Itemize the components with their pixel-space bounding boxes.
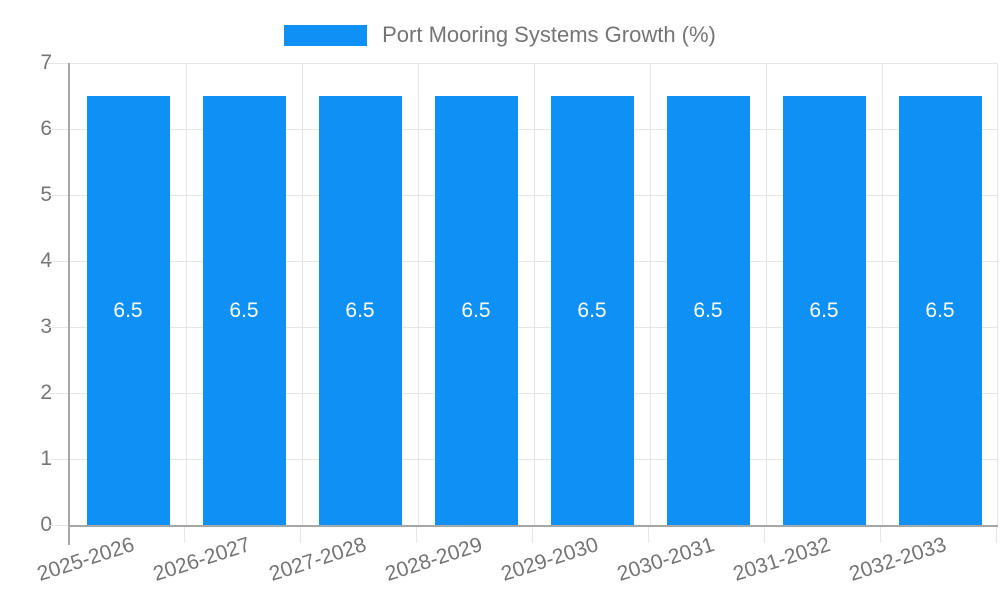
gridline-vertical <box>185 63 187 525</box>
bar-value-label: 6.5 <box>577 298 607 322</box>
gridline-vertical <box>301 63 303 525</box>
y-axis-tick <box>48 524 68 526</box>
gridline-vertical <box>881 63 883 525</box>
x-axis-category-label: 2027-2028 <box>266 533 370 586</box>
bar <box>898 96 982 525</box>
bar-value-label: 6.5 <box>229 298 259 322</box>
y-axis-tick <box>48 62 68 64</box>
x-axis-tick <box>647 527 649 543</box>
plot-area: 6.5 6.5 6.5 6.5 6.5 6.5 6.5 6.5 <box>68 62 998 527</box>
bar-value-label: 6.5 <box>113 298 143 322</box>
y-axis-tick-label: 2 <box>40 381 52 404</box>
bar <box>202 96 286 525</box>
bar-value-label: 6.5 <box>925 298 955 322</box>
y-axis-tick-label: 3 <box>40 315 52 338</box>
chart-legend: Port Mooring Systems Growth (%) <box>0 20 1000 50</box>
y-axis-tick <box>48 326 68 328</box>
x-axis-tick <box>183 527 185 543</box>
x-axis-tick <box>995 527 997 543</box>
bar <box>550 96 634 525</box>
x-axis-category-label: 2032-2033 <box>846 533 950 586</box>
y-axis-tick-label: 1 <box>40 447 52 470</box>
bar-value-label: 6.5 <box>809 298 839 322</box>
x-axis-category-label: 2029-2030 <box>498 533 602 586</box>
legend-label: Port Mooring Systems Growth (%) <box>382 22 716 47</box>
gridline-vertical <box>649 63 651 525</box>
gridline-vertical <box>996 63 998 525</box>
x-axis-category-label: 2028-2029 <box>382 533 486 586</box>
x-axis-tick <box>415 527 417 543</box>
gridline-vertical <box>533 63 535 525</box>
x-axis-tick <box>531 527 533 543</box>
bar <box>318 96 402 525</box>
x-axis-tick <box>299 527 301 543</box>
bar-value-label: 6.5 <box>345 298 375 322</box>
x-axis-category-label: 2026-2027 <box>150 533 254 586</box>
y-axis-tick-label: 0 <box>40 513 52 536</box>
x-axis-category-label: 2025-2026 <box>34 533 138 586</box>
bar <box>666 96 750 525</box>
x-axis-tick <box>67 527 70 545</box>
y-axis-tick <box>48 194 68 196</box>
y-axis-tick-label: 4 <box>40 249 52 272</box>
x-axis-category-label: 2030-2031 <box>614 533 718 586</box>
legend-swatch <box>284 24 368 46</box>
x-axis-tick <box>879 527 881 543</box>
bar-value-label: 6.5 <box>461 298 491 322</box>
bar <box>434 96 518 525</box>
y-axis-tick <box>48 128 68 130</box>
x-axis-category-label: 2031-2032 <box>730 533 834 586</box>
x-axis-tick <box>763 527 765 543</box>
y-axis-tick-label: 6 <box>40 117 52 140</box>
gridline-vertical <box>417 63 419 525</box>
y-axis-tick <box>48 458 68 460</box>
y-axis-tick-label: 5 <box>40 183 52 206</box>
bar <box>86 96 170 525</box>
gridline-vertical <box>765 63 767 525</box>
y-axis-tick <box>48 392 68 394</box>
bar <box>782 96 866 525</box>
y-axis-tick-label: 7 <box>40 51 52 74</box>
bar-value-label: 6.5 <box>693 298 723 322</box>
y-axis-tick <box>48 260 68 262</box>
